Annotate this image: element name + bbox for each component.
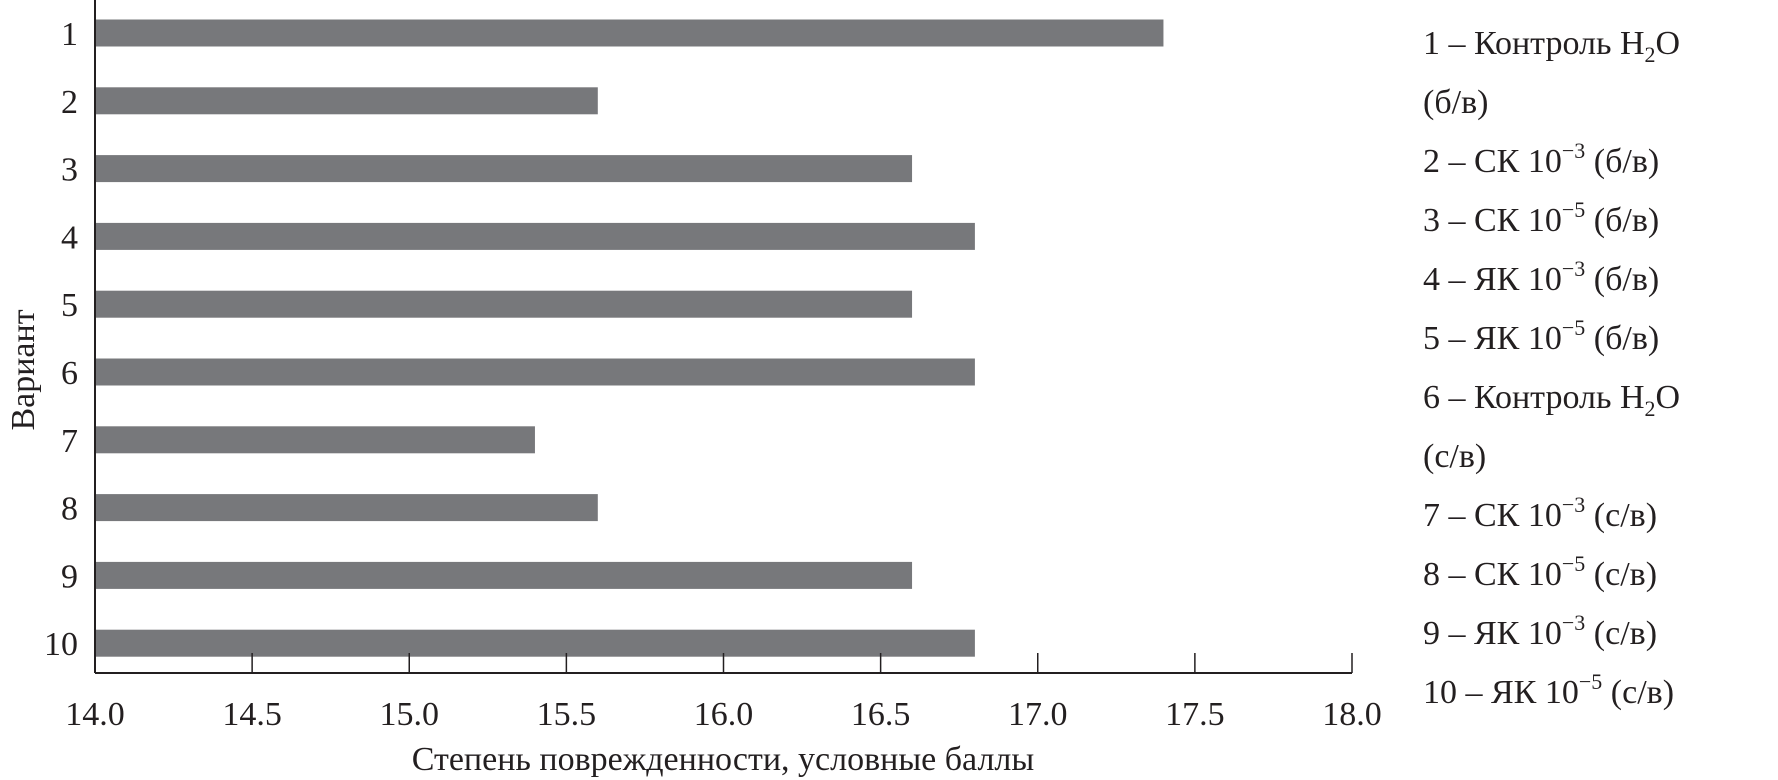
x-tick-label: 14.5 xyxy=(222,696,282,733)
legend-text-sup: −5 xyxy=(1561,551,1586,576)
bar-4 xyxy=(96,222,975,250)
bar-8 xyxy=(96,494,598,522)
legend-item: 6 – Контроль H2O xyxy=(1423,368,1680,427)
legend-text-prefix: 8 – СК 10 xyxy=(1423,556,1562,593)
legend-text-suffix: (б/в) xyxy=(1585,320,1660,357)
x-tick-label: 17.0 xyxy=(1008,696,1068,733)
legend-text-sup: −5 xyxy=(1561,315,1586,340)
legend-text-suffix: (с/в) xyxy=(1602,674,1675,711)
bar-7 xyxy=(96,426,535,454)
x-tick-label: 18.0 xyxy=(1322,696,1382,733)
legend-text-prefix: (с/в) xyxy=(1423,438,1487,475)
legend-text-suffix: (б/в) xyxy=(1585,143,1660,180)
bar-1 xyxy=(96,19,1164,47)
legend-item: 9 – ЯК 10−3 (с/в) xyxy=(1423,604,1680,663)
bar-5 xyxy=(96,290,913,318)
legend-text-sup: −5 xyxy=(1561,197,1586,222)
legend: 1 – Контроль H2O (б/в) 2 – СК 10−3 (б/в) 3 … xyxy=(1423,14,1680,722)
legend-item: 10 – ЯК 10−5 (с/в) xyxy=(1423,663,1680,722)
legend-text-prefix: 5 – ЯК 10 xyxy=(1423,320,1562,357)
x-tick-label: 16.0 xyxy=(694,696,754,733)
legend-item: 2 – СК 10−3 (б/в) xyxy=(1423,132,1680,191)
legend-item: 3 – СК 10−5 (б/в) xyxy=(1423,191,1680,250)
legend-item: (б/в) xyxy=(1423,73,1680,132)
legend-item: (с/в) xyxy=(1423,427,1680,486)
bar-2 xyxy=(96,87,598,115)
legend-item: 7 – СК 10−3 (с/в) xyxy=(1423,486,1680,545)
legend-text-suffix: (б/в) xyxy=(1585,261,1660,298)
y-tick-label: 6 xyxy=(61,355,78,392)
legend-text-suffix: (с/в) xyxy=(1585,556,1658,593)
legend-text-sub: 2 xyxy=(1644,396,1656,421)
legend-text-prefix: 2 – СК 10 xyxy=(1423,143,1562,180)
legend-text-sup: −3 xyxy=(1561,492,1586,517)
y-tick-label: 9 xyxy=(61,558,78,595)
legend-item: 1 – Контроль H2O xyxy=(1423,14,1680,73)
x-axis-label: Степень поврежденности, условные баллы xyxy=(412,741,1035,778)
legend-text-suffix: O xyxy=(1655,25,1681,62)
legend-text-prefix: (б/в) xyxy=(1423,84,1489,121)
legend-item: 5 – ЯК 10−5 (б/в) xyxy=(1423,309,1680,368)
legend-item: 4 – ЯК 10−3 (б/в) xyxy=(1423,250,1680,309)
legend-text-sup: −3 xyxy=(1561,138,1586,163)
legend-text-prefix: 6 – Контроль H xyxy=(1423,379,1645,416)
legend-text-suffix: (с/в) xyxy=(1585,497,1658,534)
x-tick-label: 16.5 xyxy=(851,696,911,733)
legend-text-sup: −3 xyxy=(1561,256,1586,281)
legend-text-suffix: (б/в) xyxy=(1585,202,1660,239)
legend-text-sup: −5 xyxy=(1578,669,1603,694)
legend-text-prefix: 4 – ЯК 10 xyxy=(1423,261,1562,298)
x-tick-label: 15.0 xyxy=(380,696,440,733)
legend-text-prefix: 1 – Контроль H xyxy=(1423,25,1645,62)
legend-text-suffix: O xyxy=(1655,379,1681,416)
legend-text-prefix: 10 – ЯК 10 xyxy=(1423,674,1579,711)
y-tick-label: 4 xyxy=(61,219,78,256)
y-tick-label: 1 xyxy=(61,16,78,53)
y-tick-label: 7 xyxy=(61,423,78,460)
bar-3 xyxy=(96,155,913,183)
bar-10 xyxy=(96,629,975,657)
legend-text-suffix: (с/в) xyxy=(1585,615,1658,652)
legend-text-sub: 2 xyxy=(1644,42,1656,67)
x-tick-label: 17.5 xyxy=(1165,696,1225,733)
legend-text-prefix: 3 – СК 10 xyxy=(1423,202,1562,239)
y-axis-label: Вариант xyxy=(5,309,42,430)
y-tick-label: 5 xyxy=(61,287,78,324)
legend-text-prefix: 9 – ЯК 10 xyxy=(1423,615,1562,652)
x-tick-label: 14.0 xyxy=(65,696,125,733)
bar-9 xyxy=(96,561,913,589)
legend-item: 8 – СК 10−5 (с/в) xyxy=(1423,545,1680,604)
x-tick-label: 15.5 xyxy=(537,696,597,733)
y-tick-label: 3 xyxy=(61,152,78,189)
legend-text-prefix: 7 – СК 10 xyxy=(1423,497,1562,534)
y-tick-label: 2 xyxy=(61,84,78,121)
legend-text-sup: −3 xyxy=(1561,610,1586,635)
y-tick-label: 10 xyxy=(44,626,78,663)
bar-6 xyxy=(96,358,975,386)
y-tick-label: 8 xyxy=(61,491,78,528)
